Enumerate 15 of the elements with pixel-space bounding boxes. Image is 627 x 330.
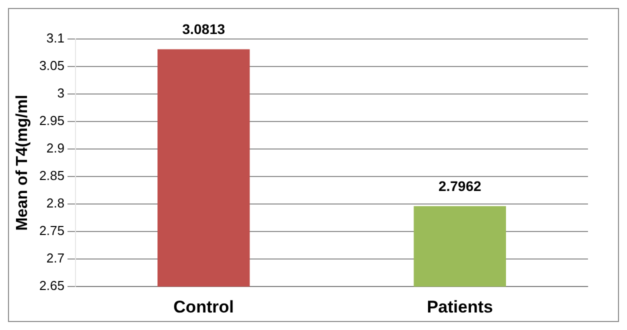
x-tick-label: Patients (426, 297, 493, 316)
y-tick-label: 2.95 (39, 113, 64, 128)
y-tick-label: 2.7 (46, 250, 64, 266)
y-tick-label: 2.8 (46, 196, 64, 211)
y-axis-title: Mean of T4(mg/ml (14, 94, 32, 231)
y-tick-label: 2.85 (39, 168, 64, 184)
y-tick-label: 3.05 (39, 58, 64, 74)
y-tick-label: 2.75 (39, 223, 64, 238)
y-tick-label: 3 (57, 86, 64, 101)
x-tick-label: Control (173, 297, 234, 316)
y-tick-label: 2.65 (39, 278, 64, 294)
data-label: 2.7962 (438, 178, 482, 194)
y-tick-label: 2.9 (46, 140, 64, 156)
y-tick-label: 3.1 (46, 30, 64, 46)
data-label: 3.0813 (182, 21, 226, 38)
